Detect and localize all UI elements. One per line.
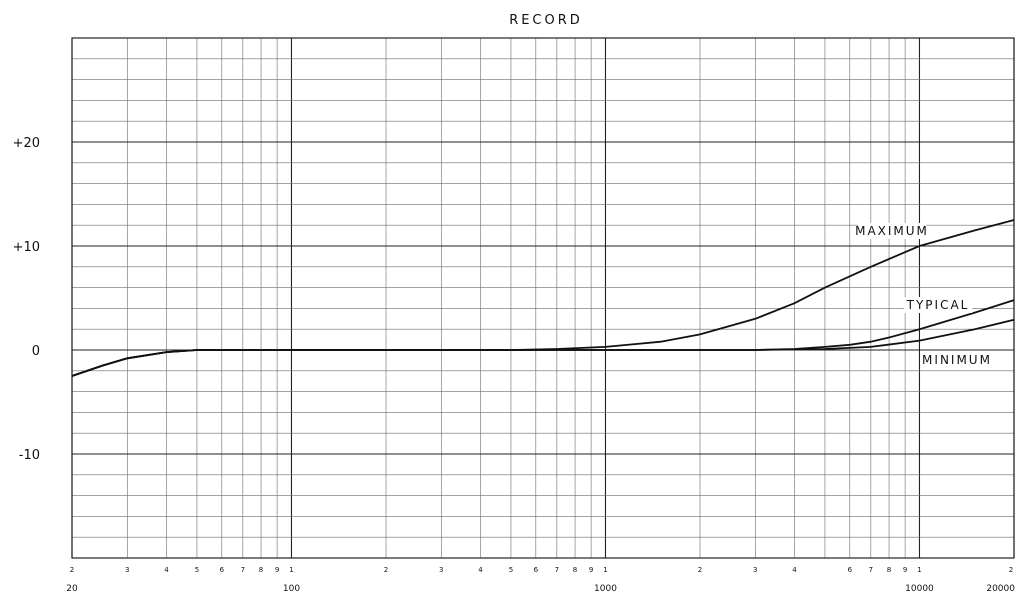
y-tick-label: 0 (32, 344, 40, 359)
y-tick-label: +10 (13, 240, 40, 255)
x-minor-tick-label: 1 (289, 566, 293, 574)
series-labels: MAXIMUM TYPICAL MINIMUM (855, 223, 992, 368)
series-label-bg (857, 223, 927, 239)
x-minor-tick-label: 3 (753, 566, 757, 574)
series-line-typical (71, 299, 1015, 377)
x-axis-minor-labels: 2 3 4 5 6 7 8 9 1 2 3 4 5 6 7 8 9 1 2 3 4 6 7 8 9 1 2 (70, 566, 1013, 574)
x-minor-tick-label: 3 (439, 566, 443, 574)
series-label-maximum: MAXIMUM (855, 224, 929, 238)
series-line-maximum (71, 219, 1015, 377)
x-minor-tick-label: 6 (534, 566, 539, 574)
x-minor-tick-label: 5 (509, 566, 513, 574)
x-minor-tick-label: 3 (125, 566, 129, 574)
x-minor-tick-label: 5 (195, 566, 199, 574)
x-minor-tick-label: 8 (259, 566, 263, 574)
x-minor-tick-label: 6 (848, 566, 853, 574)
x-minor-tick-label: 7 (241, 566, 245, 574)
x-minor-tick-label: 1 (603, 566, 607, 574)
x-axis-major-labels: 20 100 1000 10000 20000 (66, 584, 1015, 594)
y-tick-label: +20 (13, 136, 40, 151)
y-tick-label: -10 (19, 448, 40, 463)
series-label-typical: TYPICAL (906, 298, 970, 312)
chart-grid (71, 37, 1015, 559)
series-label-bg (922, 352, 992, 368)
x-minor-tick-label: 9 (275, 566, 279, 574)
x-minor-tick-label: 2 (70, 566, 74, 574)
x-minor-tick-label: 2 (384, 566, 388, 574)
series-label-minimum: MINIMUM (922, 353, 992, 367)
chart-curves (71, 219, 1015, 377)
x-major-tick-label: 1000 (594, 584, 617, 594)
x-major-tick-label: 20 (66, 584, 78, 594)
x-minor-tick-label: 8 (887, 566, 891, 574)
x-minor-tick-label: 9 (903, 566, 907, 574)
series-label-bg (903, 297, 973, 313)
x-minor-tick-label: 7 (555, 566, 559, 574)
x-minor-tick-label: 7 (869, 566, 873, 574)
x-minor-tick-label: 6 (220, 566, 225, 574)
x-minor-tick-label: 4 (792, 566, 797, 574)
x-minor-tick-label: 9 (589, 566, 593, 574)
x-minor-tick-label: 8 (573, 566, 577, 574)
x-minor-tick-label: 2 (1009, 566, 1013, 574)
x-major-tick-label: 20000 (986, 584, 1015, 594)
x-major-tick-label: 100 (283, 584, 300, 594)
x-minor-tick-label: 1 (917, 566, 921, 574)
series-line-minimum (71, 318, 1015, 377)
y-axis-labels: +20 +10 0 -10 (13, 136, 40, 463)
x-minor-tick-label: 4 (478, 566, 483, 574)
plot-frame (71, 37, 1015, 559)
x-major-tick-label: 10000 (905, 584, 934, 594)
x-minor-tick-label: 2 (698, 566, 702, 574)
chart-title: RECORD (509, 13, 583, 28)
x-minor-tick-label: 4 (164, 566, 169, 574)
